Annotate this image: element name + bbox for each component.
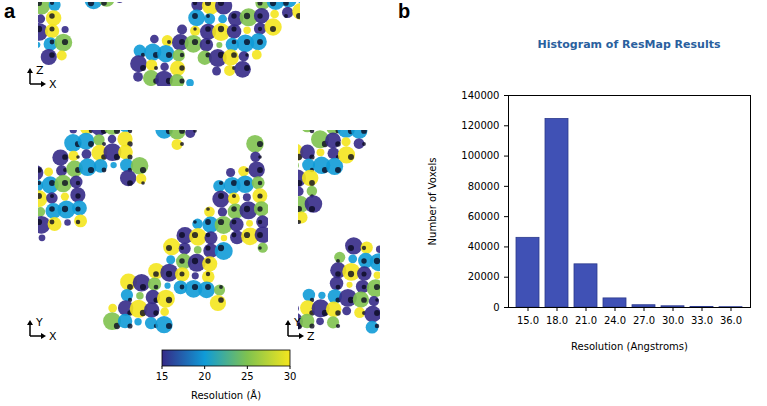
svg-text:15.0: 15.0 [517, 315, 539, 326]
svg-text:Resolution (Angstroms): Resolution (Angstroms) [571, 341, 688, 352]
svg-text:20: 20 [198, 371, 211, 382]
html-text:Histogram of ResMap Results: Histogram of ResMap Results [537, 38, 721, 51]
svg-text:60000: 60000 [468, 211, 500, 222]
svg-text:140000: 140000 [461, 90, 499, 101]
svg-text:33.0: 33.0 [691, 315, 713, 326]
svg-text:30: 30 [284, 371, 297, 382]
svg-text:Z: Z [307, 330, 315, 343]
svg-text:30.0: 30.0 [662, 315, 684, 326]
svg-text:20000: 20000 [468, 271, 500, 282]
svg-text:21.0: 21.0 [575, 315, 597, 326]
svg-text:Y: Y [293, 316, 301, 329]
svg-text:100000: 100000 [461, 150, 499, 161]
svg-text:25: 25 [241, 371, 254, 382]
svg-text:15: 15 [156, 371, 169, 382]
svg-text:Z: Z [36, 64, 44, 77]
svg-text:X: X [49, 330, 57, 343]
svg-text:18.0: 18.0 [546, 315, 568, 326]
svg-text:80000: 80000 [468, 181, 500, 192]
svg-text:0: 0 [493, 302, 499, 313]
svg-text:27.0: 27.0 [633, 315, 655, 326]
svg-text:24.0: 24.0 [604, 315, 626, 326]
svg-text:36.0: 36.0 [720, 315, 742, 326]
svg-text:Y: Y [35, 316, 43, 329]
html-text:b: b [398, 0, 411, 22]
svg-text:Number of Voxels: Number of Voxels [427, 158, 438, 246]
svg-text:Resolution (Å): Resolution (Å) [191, 389, 261, 401]
svg-text:120000: 120000 [461, 120, 499, 131]
svg-text:X: X [49, 78, 57, 91]
html-text:a: a [4, 0, 16, 22]
svg-text:40000: 40000 [468, 241, 500, 252]
